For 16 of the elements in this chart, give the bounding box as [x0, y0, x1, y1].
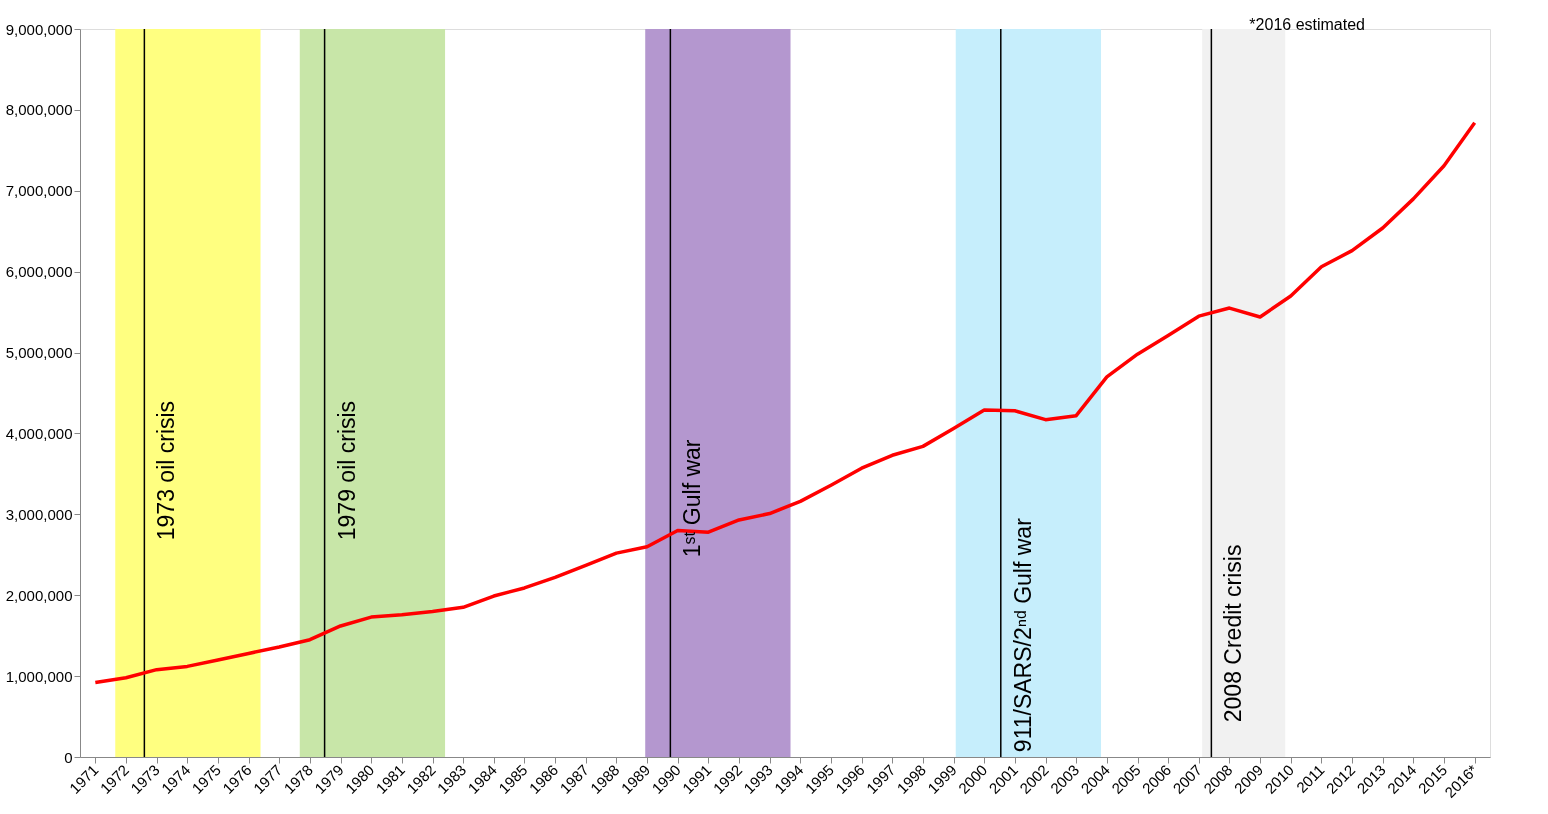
y-tick-label: 5,000,000	[5, 344, 73, 362]
y-tick-label: 3,000,000	[5, 505, 73, 523]
annotation: 1973 oil crisis	[153, 400, 180, 541]
y-tick-label: 1,000,000	[5, 667, 73, 685]
y-tick-label: 9,000,000	[5, 20, 73, 38]
annotation: *2016 estimated	[1249, 16, 1365, 33]
annotation: 2008 Credit crisis	[1220, 544, 1247, 723]
annotation: 911/SARS/2ⁿᵈ Gulf war	[1009, 517, 1036, 753]
y-tick-label: 2,000,000	[5, 586, 73, 604]
y-tick-label: 7,000,000	[5, 182, 73, 200]
y-tick-label: 6,000,000	[5, 263, 73, 281]
annotation: 1979 oil crisis	[333, 400, 360, 541]
y-tick-label: 0	[64, 748, 73, 766]
annotation: 1ˢᵗ Gulf war	[679, 439, 706, 558]
y-tick-label: 8,000,000	[5, 101, 73, 119]
y-tick-label: 4,000,000	[5, 424, 73, 442]
